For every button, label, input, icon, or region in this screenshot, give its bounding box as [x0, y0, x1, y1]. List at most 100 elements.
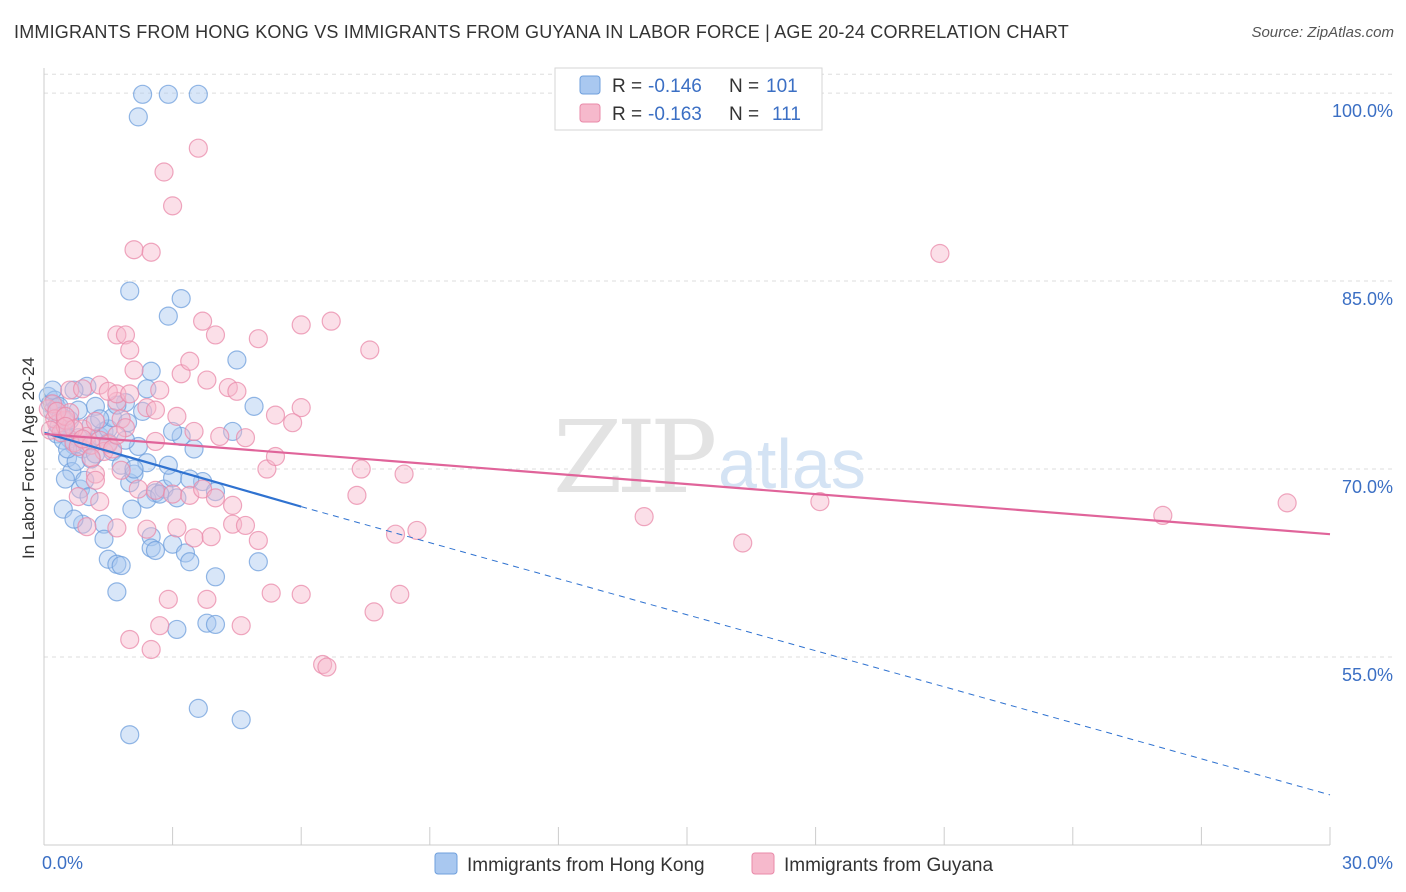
- axes: [43, 68, 1331, 846]
- guyana-point: [167, 406, 187, 426]
- guyana-point: [68, 487, 88, 507]
- hong-kong-point: [184, 439, 204, 459]
- guyana-point: [145, 480, 166, 500]
- guyana-point: [163, 484, 183, 504]
- guyana-point: [265, 446, 286, 467]
- guyana-point: [158, 589, 178, 609]
- guyana-point: [141, 242, 161, 262]
- guyana-point: [124, 360, 144, 380]
- guyana-point: [124, 240, 144, 260]
- guyana-point: [145, 400, 166, 420]
- guyana-point: [128, 479, 148, 499]
- hong-kong-point: [227, 350, 247, 370]
- x-tick-label: 0.0%: [42, 853, 83, 873]
- guyana-point: [197, 589, 217, 609]
- hong-kong-point: [53, 499, 73, 519]
- guyana-point: [81, 448, 101, 468]
- series-legend-swatch-guyana: [751, 852, 775, 875]
- guyana-point: [1277, 493, 1297, 513]
- guyana-point: [283, 413, 303, 433]
- guyana-point: [72, 379, 93, 399]
- hong-kong-point: [205, 567, 226, 587]
- hong-kong-point: [145, 540, 166, 561]
- guyana-trend-line: [43, 432, 1331, 536]
- guyana-point: [120, 629, 140, 650]
- guyana-point: [317, 657, 337, 677]
- series-legend-swatch-hong-kong: [434, 852, 458, 875]
- guyana-point: [150, 380, 170, 400]
- guyana-point: [360, 340, 380, 360]
- hong-kong-point: [158, 455, 178, 475]
- guyana-point: [85, 411, 106, 432]
- guyana-point: [205, 325, 226, 345]
- guyana-point: [634, 507, 654, 527]
- hong-kong-point: [180, 552, 200, 572]
- series-legend-label-guyana: Immigrants from Guyana: [784, 855, 993, 876]
- y-tick-label: 55.0%: [1342, 665, 1393, 685]
- legend-r-label-guyana: R =: [612, 104, 642, 125]
- guyana-point: [111, 460, 131, 480]
- guyana-point: [167, 518, 187, 538]
- legend-n-value-guyana: 111: [772, 104, 801, 125]
- hong-kong-point: [205, 614, 226, 635]
- legend-n-label-hong-kong: N =: [729, 76, 759, 97]
- guyana-point: [930, 243, 950, 264]
- guyana-point: [291, 315, 311, 335]
- guyana-point: [77, 517, 97, 537]
- y-axis-title: In Labor Force | Age 20-24: [19, 357, 38, 559]
- guyana-point: [188, 138, 208, 158]
- guyana-point: [235, 515, 256, 536]
- hong-kong-point: [55, 469, 76, 489]
- guyana-point: [201, 527, 221, 547]
- gridlines: [44, 73, 1393, 658]
- guyana-point: [107, 518, 127, 538]
- guyana-point: [205, 488, 226, 508]
- correlation-legend: R = -0.146 N = 101 R = -0.163 N = 111: [554, 67, 823, 131]
- trend-lines: [43, 431, 1331, 796]
- hong-kong-point: [231, 710, 251, 730]
- series-legend: Immigrants from Hong Kong Immigrants fro…: [434, 852, 993, 876]
- guyana-point: [261, 583, 281, 603]
- guyana-point: [407, 520, 427, 541]
- guyana-point: [90, 492, 110, 512]
- guyana-point: [193, 311, 213, 331]
- guyana-point: [85, 470, 106, 490]
- watermark-zip: ZIP: [553, 399, 714, 516]
- legend-r-value-hong-kong: -0.146: [648, 76, 702, 97]
- legend-r-value-guyana: -0.163: [648, 104, 702, 125]
- hong-kong-point: [167, 619, 187, 640]
- hong-kong-point: [132, 84, 153, 104]
- hong-kong-point: [79, 487, 99, 507]
- y-tick-label: 85.0%: [1342, 289, 1393, 309]
- watermark-atlas: atlas: [718, 425, 866, 503]
- guyana-point: [248, 329, 268, 349]
- chart-source: Source: ZipAtlas.com: [1251, 24, 1394, 41]
- hong-kong-point: [158, 84, 178, 104]
- guyana-point: [385, 524, 406, 544]
- series-legend-label-hong-kong: Immigrants from Hong Kong: [467, 855, 705, 876]
- guyana-point: [265, 405, 286, 425]
- guyana-point: [120, 340, 140, 360]
- guyana-point: [154, 162, 174, 182]
- guyana-point: [351, 459, 371, 479]
- hong-kong-point: [163, 421, 183, 442]
- guyana-point: [120, 384, 140, 404]
- hong-kong-point: [175, 543, 196, 563]
- guyana-point: [184, 421, 204, 442]
- y-tick-label: 100.0%: [1332, 101, 1393, 121]
- hong-kong-point: [128, 107, 148, 127]
- guyana-point: [733, 533, 753, 553]
- hong-kong-point: [188, 84, 208, 104]
- guyana-point: [150, 616, 170, 636]
- guyana-point: [115, 325, 136, 345]
- hong-kong-point: [188, 698, 208, 718]
- hong-kong-point: [124, 464, 144, 484]
- hong-kong-point: [171, 288, 191, 309]
- legend-swatch-guyana: [579, 103, 601, 123]
- guyana-point: [141, 639, 161, 660]
- hong-kong-point: [158, 306, 178, 326]
- guyana-point: [210, 426, 230, 447]
- hong-kong-point: [141, 361, 161, 381]
- x-tick-labels: 0.0% 30.0%: [42, 853, 1393, 873]
